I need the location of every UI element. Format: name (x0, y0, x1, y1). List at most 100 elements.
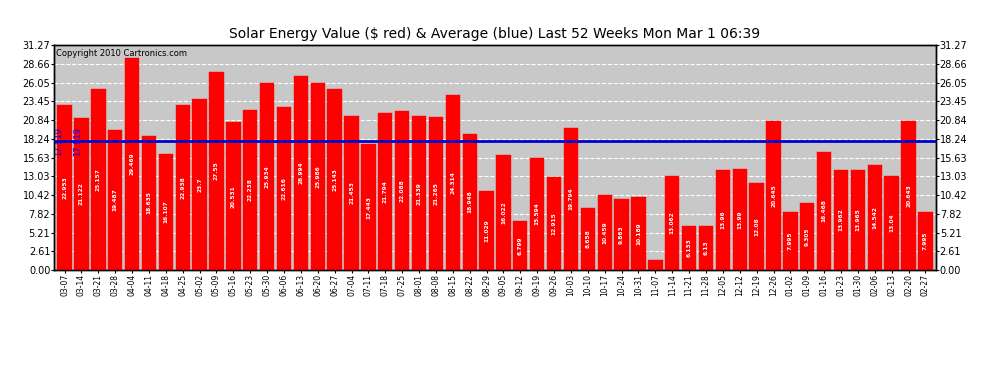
Text: 13.96: 13.96 (721, 210, 726, 229)
Text: Copyright 2010 Cartronics.com: Copyright 2010 Cartronics.com (56, 50, 187, 58)
Bar (901, 122, 916, 270)
Title: Solar Energy Value ($ red) & Average (blue) Last 52 Weeks Mon Mar 1 06:39: Solar Energy Value ($ red) & Average (bl… (230, 27, 760, 41)
Text: 19.794: 19.794 (568, 188, 573, 210)
Text: 24.314: 24.314 (450, 171, 455, 194)
Text: 25.143: 25.143 (333, 168, 338, 191)
Text: 9.305: 9.305 (805, 227, 810, 246)
Text: 22.616: 22.616 (281, 177, 286, 200)
Bar (581, 208, 595, 270)
Text: 13.965: 13.965 (855, 209, 860, 231)
Text: 16.468: 16.468 (822, 200, 827, 222)
Bar (766, 122, 781, 270)
Text: 16.107: 16.107 (163, 201, 168, 223)
Bar (615, 199, 629, 270)
Bar (142, 136, 156, 270)
Text: 6.799: 6.799 (518, 236, 523, 255)
Text: 18.948: 18.948 (467, 190, 472, 213)
Bar (867, 165, 882, 270)
Text: 26.994: 26.994 (298, 162, 303, 184)
Bar (733, 170, 746, 270)
Text: 10.189: 10.189 (636, 222, 641, 245)
Text: 7.995: 7.995 (923, 232, 928, 251)
Text: 22.938: 22.938 (180, 176, 185, 199)
Bar (834, 170, 848, 270)
Bar (226, 122, 241, 270)
Text: 25.157: 25.157 (96, 168, 101, 191)
Bar (412, 117, 427, 270)
Text: 22.953: 22.953 (62, 176, 67, 199)
Bar (749, 183, 764, 270)
Bar (716, 170, 730, 270)
Text: 22.088: 22.088 (400, 179, 405, 202)
Bar (311, 83, 325, 270)
Bar (884, 176, 899, 270)
Bar (277, 107, 291, 270)
Bar (513, 221, 528, 270)
Bar (446, 95, 460, 270)
Text: 20.645: 20.645 (771, 184, 776, 207)
Text: 21.265: 21.265 (434, 182, 439, 205)
Text: 16.022: 16.022 (501, 201, 506, 224)
Text: 11.029: 11.029 (484, 219, 489, 242)
Bar (429, 117, 444, 270)
Text: 8.658: 8.658 (585, 230, 590, 248)
Text: 20.643: 20.643 (906, 184, 911, 207)
Text: 13.062: 13.062 (669, 211, 675, 234)
Text: 17.443: 17.443 (366, 196, 371, 219)
Bar (395, 111, 409, 270)
Text: 13.962: 13.962 (839, 209, 843, 231)
Bar (345, 116, 358, 270)
Bar (74, 118, 89, 270)
Bar (260, 83, 274, 270)
Text: 29.469: 29.469 (130, 153, 135, 175)
Text: 14.542: 14.542 (872, 206, 877, 229)
Text: 20.531: 20.531 (231, 185, 236, 207)
Bar (682, 226, 696, 270)
Bar (175, 105, 190, 270)
Text: 10.459: 10.459 (602, 221, 607, 244)
Text: 13.04: 13.04 (889, 214, 894, 232)
Text: 27.55: 27.55 (214, 162, 219, 180)
Bar (699, 226, 713, 270)
Text: 7.995: 7.995 (788, 232, 793, 251)
Text: 21.122: 21.122 (79, 183, 84, 206)
Text: 18.635: 18.635 (147, 192, 151, 214)
Bar (598, 195, 612, 270)
Text: 22.238: 22.238 (248, 178, 252, 201)
Text: 23.7: 23.7 (197, 177, 202, 192)
Bar (919, 213, 933, 270)
Bar (800, 203, 815, 270)
Text: 17.919: 17.919 (73, 127, 82, 156)
Bar (125, 58, 140, 270)
Text: 25.986: 25.986 (315, 165, 321, 188)
Bar (496, 155, 511, 270)
Bar (783, 213, 798, 270)
Bar (108, 130, 123, 270)
Bar (244, 110, 257, 270)
Text: 13.99: 13.99 (738, 210, 742, 229)
Text: 21.794: 21.794 (383, 180, 388, 203)
Text: 6.13: 6.13 (704, 241, 709, 255)
Bar (192, 99, 207, 270)
Bar (530, 158, 544, 270)
Bar (158, 154, 173, 270)
Bar (361, 144, 375, 270)
Bar (57, 105, 71, 270)
Bar (632, 196, 645, 270)
Bar (209, 72, 224, 270)
Text: 19.487: 19.487 (113, 189, 118, 211)
Bar (850, 170, 865, 270)
Bar (648, 260, 662, 270)
Bar (462, 134, 477, 270)
Text: 12.915: 12.915 (551, 212, 556, 235)
Bar (91, 89, 106, 270)
Text: 9.863: 9.863 (619, 225, 624, 244)
Bar (328, 89, 342, 270)
Text: 17.919: 17.919 (54, 127, 63, 156)
Text: 6.133: 6.133 (687, 238, 692, 257)
Bar (294, 76, 308, 270)
Bar (817, 152, 832, 270)
Text: 21.453: 21.453 (349, 182, 354, 204)
Bar (563, 128, 578, 270)
Bar (546, 177, 561, 270)
